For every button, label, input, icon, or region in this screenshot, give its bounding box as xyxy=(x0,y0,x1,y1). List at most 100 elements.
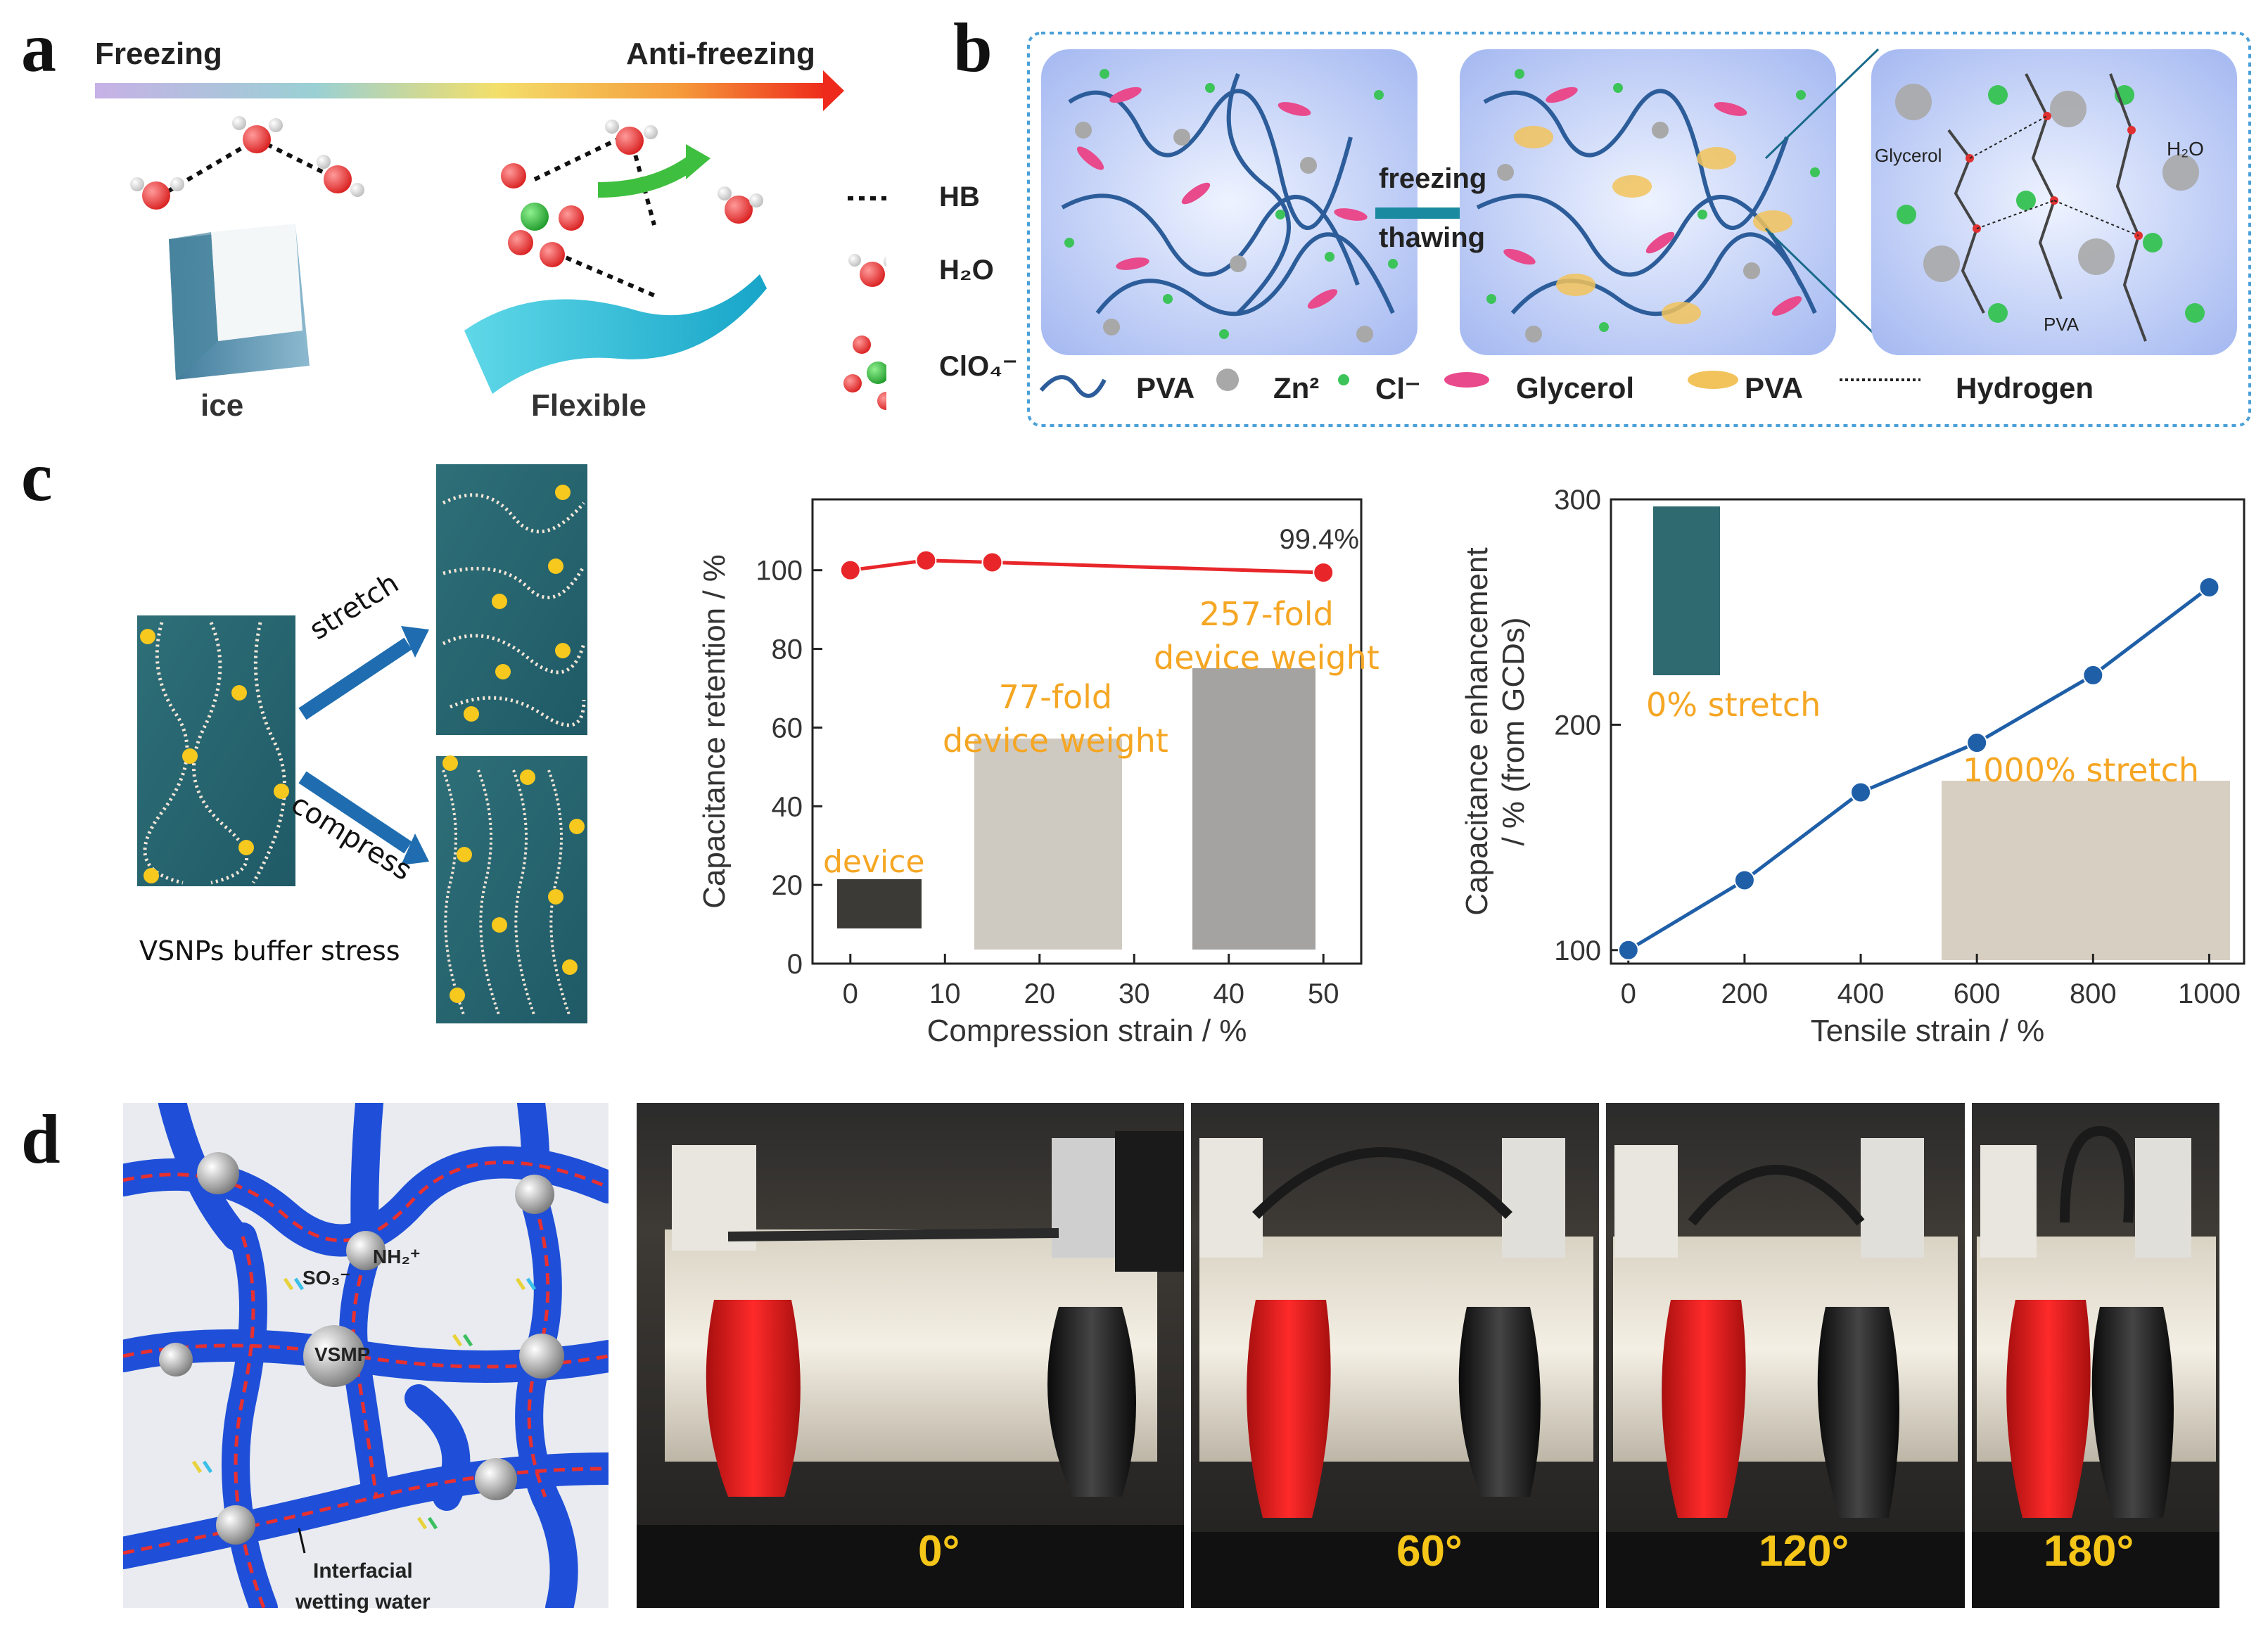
vsmp-network xyxy=(123,1103,609,1608)
y-tick-label: 200 xyxy=(1554,710,1601,741)
flexible-label: Flexible xyxy=(531,388,646,423)
x-tick-label: 200 xyxy=(1721,978,1769,1009)
x-axis-label: Tensile strain / % xyxy=(1811,1014,2045,1048)
y-tick-label: 40 xyxy=(772,791,803,822)
x-tick-label: 30 xyxy=(1119,978,1150,1009)
stretch0-label: 0% stretch xyxy=(1646,686,1821,724)
ice-label: ice xyxy=(200,388,244,423)
y-axis-label: / % (from GCDs) xyxy=(1496,617,1531,845)
fold77-label: 77-fold device weight xyxy=(943,678,1168,760)
data-point xyxy=(1850,781,1872,803)
device-label: device xyxy=(823,844,925,880)
panel-a-legend xyxy=(843,196,886,410)
photo-180-deg xyxy=(1972,1103,2219,1608)
photo-120-deg xyxy=(1606,1103,1965,1608)
x-tick-label: 1000 xyxy=(2178,978,2241,1009)
freezing-step-label: freezing xyxy=(1379,163,1487,194)
data-point xyxy=(1733,869,1755,891)
legend-zn-label: Zn² xyxy=(1273,371,1320,404)
tensile-chart: 0 200 400 600 800 1000 100 200 300 Tensile strain… xyxy=(1463,485,2245,1048)
legend-hb-label: HB xyxy=(939,181,980,212)
freezing-gradient-arrow xyxy=(95,70,844,111)
photo-0-deg xyxy=(637,1103,1184,1608)
panel-c-letter: c xyxy=(21,437,53,516)
data-point xyxy=(1966,732,1988,754)
stretched-gel xyxy=(436,464,587,735)
data-point xyxy=(2082,664,2104,686)
angle-60-label: 60° xyxy=(1396,1527,1463,1576)
freezing-label: Freezing xyxy=(95,37,222,71)
compressed-gel xyxy=(436,755,587,1023)
x-tick-label: 10 xyxy=(929,978,961,1009)
hydrogel-box xyxy=(1460,49,1836,355)
panel-a-letter: a xyxy=(21,8,56,87)
x-tick-label: 400 xyxy=(1837,978,1885,1009)
y-tick-label: 100 xyxy=(1554,935,1601,966)
unstrained-gel xyxy=(137,615,295,886)
zoom-h2o-label: H₂O xyxy=(2167,138,2204,160)
legend-glycerol-label: Glycerol xyxy=(1516,371,1635,404)
legend-h2o-label: H₂O xyxy=(939,255,994,286)
stretch1000-label: 1000% stretch xyxy=(1963,751,2200,789)
y-tick-label: 0 xyxy=(787,949,803,980)
zoom-glycerol-label: Glycerol xyxy=(1875,145,1942,166)
compress-arrow xyxy=(298,771,429,865)
plot-frame xyxy=(811,498,1363,965)
y-tick-label: 300 xyxy=(1554,485,1601,516)
bending-photos xyxy=(637,1103,2219,1608)
data-point xyxy=(1313,562,1334,584)
ice-water-cluster xyxy=(130,116,364,210)
x-tick-label: 800 xyxy=(2070,978,2117,1009)
data-point xyxy=(915,549,937,571)
data-label: 99.4% xyxy=(1279,524,1358,555)
data-point xyxy=(1617,939,1639,961)
data-point xyxy=(2198,576,2220,598)
y-tick-label: 20 xyxy=(772,870,803,901)
fold257-label: 257-fold device weight xyxy=(1154,595,1380,677)
inset-photo xyxy=(1942,781,2230,960)
legend-pva-chain-label: PVA xyxy=(1136,371,1195,404)
vsnp-schematic xyxy=(137,464,587,1023)
series-line xyxy=(850,558,1324,575)
vsnp-caption: VSNPs buffer stress xyxy=(139,935,400,966)
x-tick-label: 20 xyxy=(1024,978,1056,1009)
legend-hydrogen-label: Hydrogen xyxy=(1956,371,2094,404)
nh2-label: NH₂⁺ xyxy=(373,1246,421,1267)
y-axis-label: Capacitance enhancement xyxy=(1463,547,1494,915)
x-tick-label: 0 xyxy=(843,978,858,1009)
panel-b-legend xyxy=(1039,369,1920,398)
x-tick-label: 0 xyxy=(1621,978,1636,1009)
inset-photo xyxy=(1192,668,1315,950)
inset-photo xyxy=(974,739,1122,950)
series-line xyxy=(1627,585,2210,952)
legend-clo4-label: ClO₄⁻ xyxy=(939,351,1018,382)
angle-120-label: 120° xyxy=(1759,1527,1849,1576)
panel-b-letter: b xyxy=(953,8,993,87)
y-tick-label: 80 xyxy=(772,634,803,665)
ice-cube xyxy=(169,224,310,380)
stretch-arrow xyxy=(298,626,429,720)
x-tick-label: 600 xyxy=(1954,978,2001,1009)
y-tick-label: 60 xyxy=(772,713,803,743)
photo-60-deg xyxy=(1191,1103,1599,1608)
flexible-sheet xyxy=(464,274,767,394)
thawing-step-label: thawing xyxy=(1379,222,1486,253)
x-tick-label: 40 xyxy=(1213,978,1244,1009)
panel-d-letter: d xyxy=(21,1100,60,1178)
anti-freezing-label: Anti-freezing xyxy=(626,37,815,71)
flexible-cluster xyxy=(501,120,763,298)
panel-a-graphic xyxy=(95,70,886,410)
hydrogen-bond-zoom-box xyxy=(1871,49,2237,355)
x-axis-label: Compression strain / % xyxy=(927,1014,1247,1048)
inset-photo xyxy=(1653,506,1720,675)
y-axis-label: Capacitance retention / % xyxy=(697,554,732,909)
x-tick-label: 50 xyxy=(1308,978,1339,1009)
data-point xyxy=(981,551,1003,573)
compression-chart: 0 10 20 30 40 50 0 20 40 60 80 100 Compression strai… xyxy=(697,498,1363,1048)
plot-frame xyxy=(1610,498,2245,965)
data-point xyxy=(839,559,861,581)
so3-label: SO₃⁻ xyxy=(302,1267,351,1289)
interfacial-label: Interfacial wetting water xyxy=(295,1559,431,1614)
vsmp-label: VSMP xyxy=(314,1343,371,1365)
inset-photo xyxy=(837,879,922,928)
